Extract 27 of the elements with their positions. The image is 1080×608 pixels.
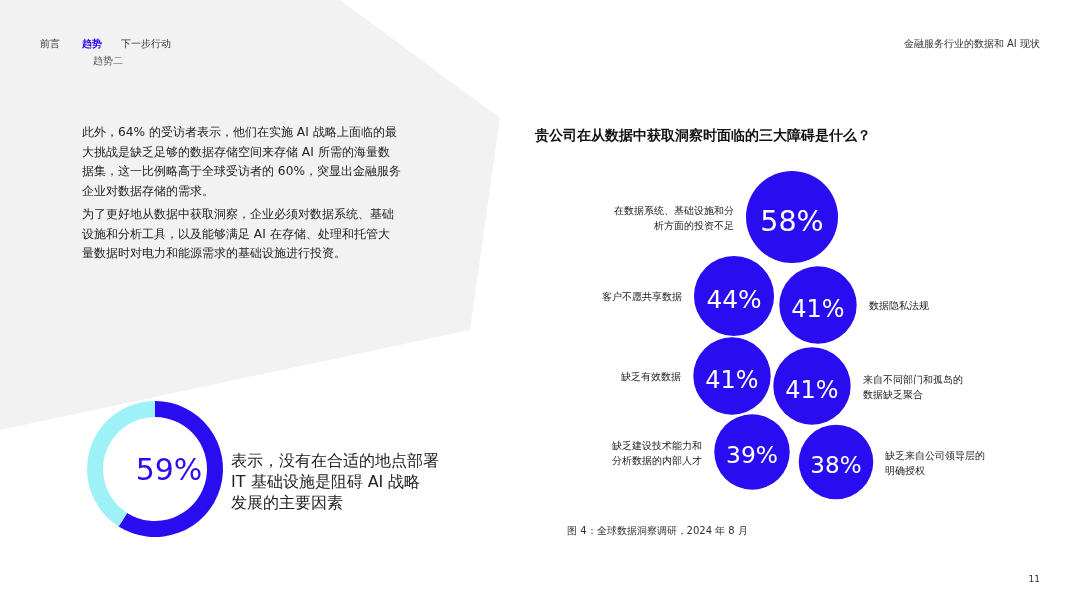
data-label: 58% bbox=[760, 204, 824, 238]
data-label: 41% bbox=[705, 365, 759, 394]
caption: 图 4：全球数据洞察调研，2024 年 8 月 bbox=[567, 525, 748, 536]
data-label: 41% bbox=[791, 294, 845, 323]
text: 金融服务行业的数据和 AI 现状 bbox=[903, 38, 1040, 49]
category-label: 缺乏建设技术能力和分析数据的内部人才 bbox=[612, 439, 703, 466]
category-label: 缺乏来自公司领导层的明确授权 bbox=[885, 449, 986, 476]
data-label: 39% bbox=[726, 441, 778, 470]
category-label: 客户不愿共享数据 bbox=[601, 291, 682, 302]
text: 为了更好地从数据中获取洞察，企业必须对数据系统、基础设施和分析工具，以及能够满足 AI 在存储、处理和托管大量数据时对电力和能源需求的基础设施进行投资。 bbox=[82, 207, 394, 261]
text: 下一步行动 bbox=[121, 38, 171, 49]
text: 表示，没有在合适的地点部署 IT 基础设施是阻碍 AI 战略发展的主要因素 bbox=[231, 451, 439, 512]
category-label: 数据隐私法规 bbox=[868, 300, 929, 311]
category-label: 在数据系统、基础设施和分析方面的投资不足 bbox=[614, 204, 734, 231]
text: 趋势二 bbox=[93, 55, 123, 66]
data-label: 44% bbox=[706, 285, 762, 315]
data-label: 41% bbox=[785, 375, 839, 404]
text: 11 bbox=[1028, 574, 1040, 584]
donut-slice bbox=[118, 401, 223, 537]
category-label: 来自不同部门和孤岛的数据缺乏聚合 bbox=[862, 373, 963, 400]
text: 前言 bbox=[40, 38, 60, 49]
text: 趋势 bbox=[81, 38, 102, 49]
text: 此外，64% 的受访者表示，他们在实施 AI 战略上面临的最大挑战是缺乏足够的数据存储空间来存储 AI 所需的海量数据集，这一比例略高于全球受访者的 60%，突显出金融服务企业对数据存储的需求。 bbox=[82, 125, 401, 198]
text: 贵公司在从数据中获取洞察时面临的三大障碍是什么？ bbox=[534, 127, 871, 143]
data-label: 59% bbox=[135, 452, 203, 487]
category-label: 缺乏有效数据 bbox=[621, 371, 682, 382]
data-label: 38% bbox=[810, 452, 862, 479]
